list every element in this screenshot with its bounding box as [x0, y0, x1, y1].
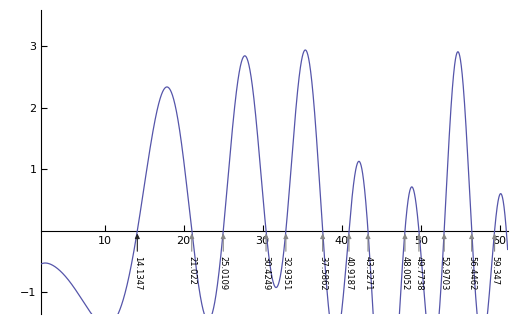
Text: 52.9703: 52.9703	[440, 257, 449, 291]
Text: 43.3271: 43.3271	[364, 257, 372, 291]
Text: 59.347: 59.347	[490, 257, 499, 286]
Text: 37.5862: 37.5862	[318, 257, 327, 291]
Text: 25.0109: 25.0109	[219, 257, 228, 291]
Text: 49.7738: 49.7738	[414, 257, 423, 291]
Text: 21.022: 21.022	[187, 257, 196, 285]
Text: 32.9351: 32.9351	[281, 257, 291, 291]
Text: 40.9187: 40.9187	[344, 257, 353, 291]
Text: 56.4462: 56.4462	[467, 257, 476, 291]
Text: 48.0052: 48.0052	[400, 257, 409, 291]
Text: 30.4249: 30.4249	[262, 257, 270, 291]
Text: 14.1347: 14.1347	[133, 257, 142, 291]
